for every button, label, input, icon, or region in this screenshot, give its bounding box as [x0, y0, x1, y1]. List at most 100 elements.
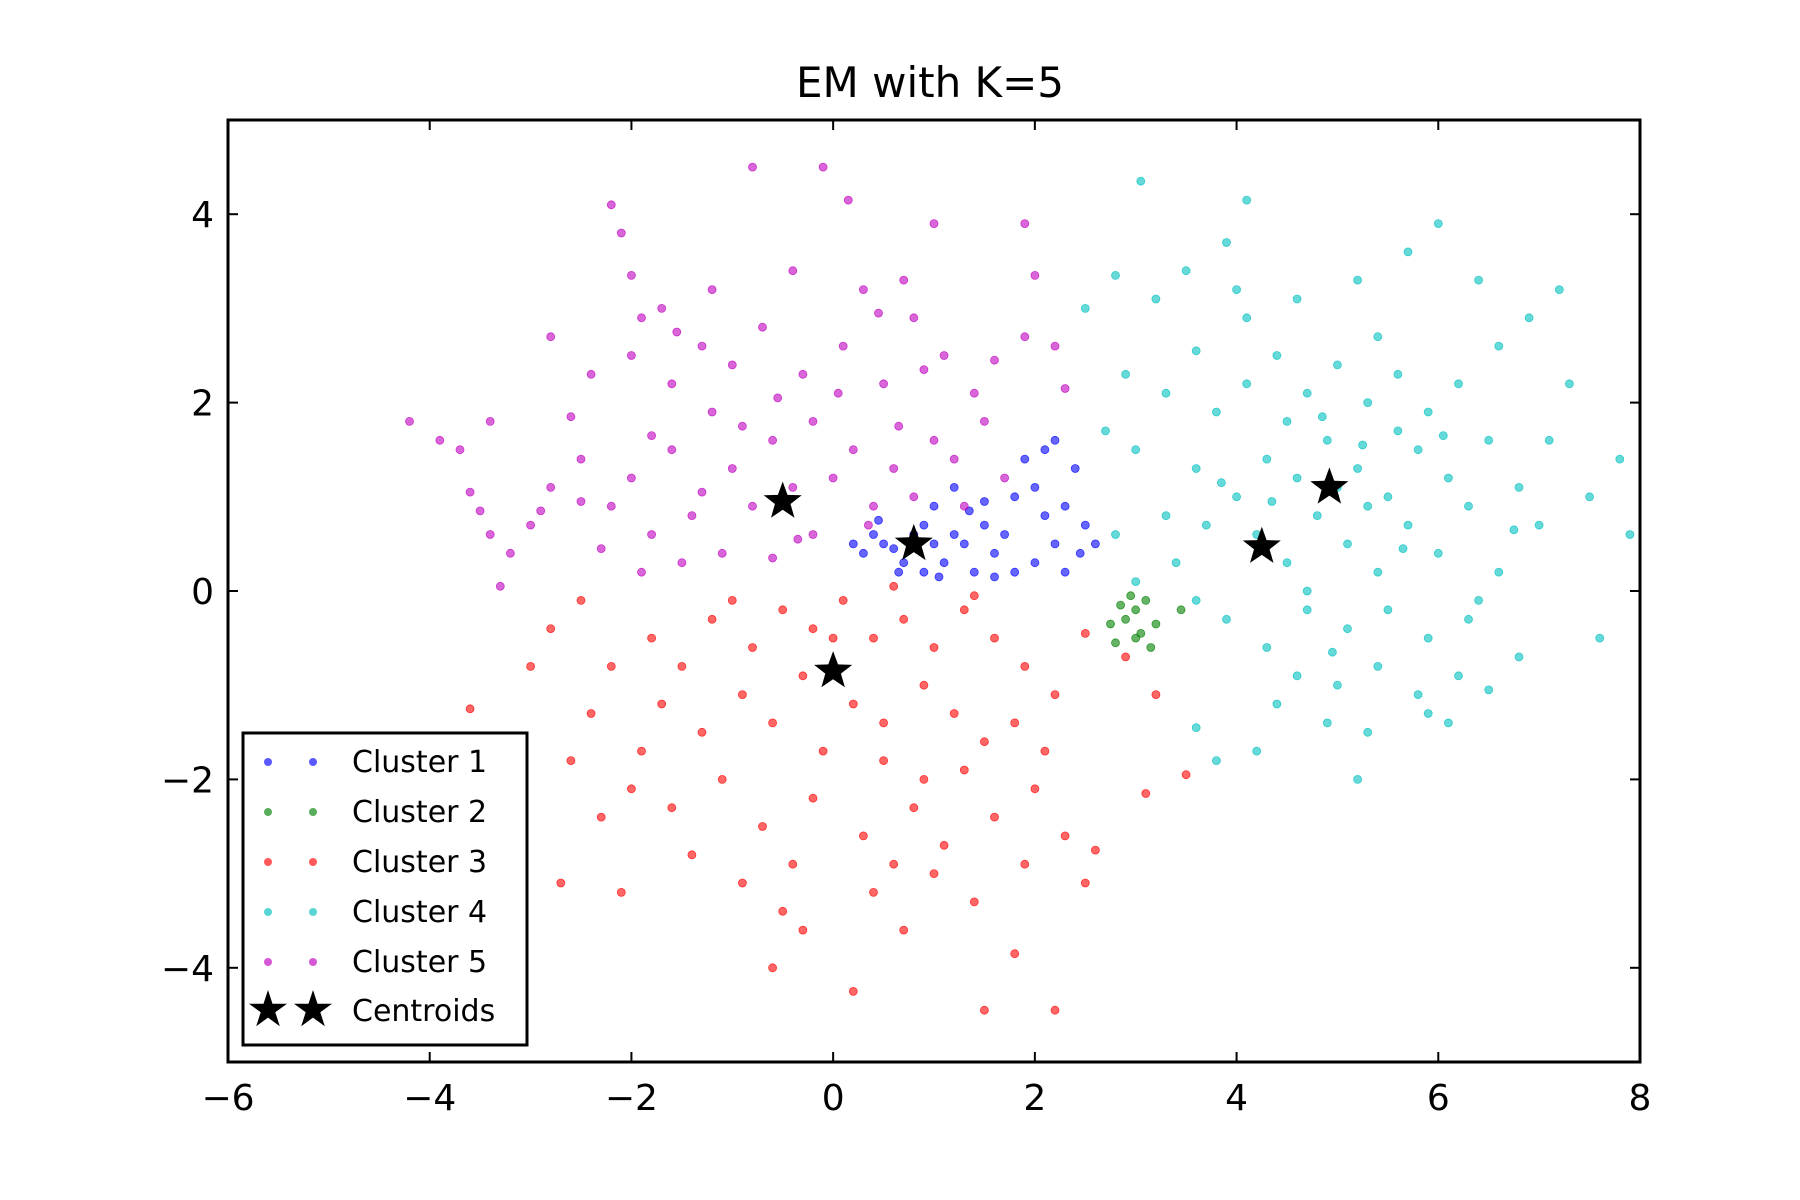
data-point: [874, 515, 883, 525]
data-point: [1121, 652, 1130, 662]
data-point: [1524, 313, 1534, 323]
data-point: [1040, 511, 1050, 520]
data-point: [1050, 539, 1060, 549]
legend-label: Centroids: [352, 994, 495, 1029]
data-point: [889, 581, 899, 591]
data-point: [838, 341, 848, 351]
data-point: [1292, 671, 1302, 681]
data-point: [1146, 643, 1156, 652]
data-point: [1615, 454, 1625, 464]
data-point: [738, 421, 747, 431]
legend-item-cluster-4: Cluster 4: [264, 895, 487, 930]
data-point: [1302, 388, 1312, 398]
x-tick-label: −6: [201, 1078, 254, 1119]
data-point: [1050, 1005, 1060, 1015]
data-point: [1176, 605, 1186, 615]
data-point: [788, 482, 798, 492]
data-point: [1302, 586, 1312, 596]
data-point: [929, 219, 939, 229]
data-point: [990, 572, 999, 582]
data-point: [959, 765, 969, 775]
data-point: [1232, 285, 1241, 295]
data-point: [828, 473, 838, 483]
data-point: [1010, 492, 1020, 502]
data-point: [586, 369, 596, 379]
data-point: [1343, 624, 1352, 634]
centroid-markers: [763, 467, 1349, 688]
data-point: [627, 784, 636, 794]
data-point: [1091, 845, 1100, 855]
data-point: [768, 718, 777, 728]
data-point: [485, 416, 495, 426]
x-tick-label: −2: [605, 1078, 658, 1119]
data-point: [616, 228, 626, 238]
data-point: [1020, 859, 1030, 869]
data-point: [980, 737, 989, 747]
data-point: [1252, 746, 1262, 756]
data-point: [1333, 680, 1342, 690]
data-point: [546, 482, 556, 492]
data-point: [465, 487, 475, 497]
data-point: [889, 859, 899, 869]
data-point: [677, 558, 687, 568]
data-point: [1181, 266, 1191, 276]
data-point: [899, 925, 909, 935]
data-point: [1302, 605, 1312, 615]
data-point: [1151, 619, 1161, 629]
data-point: [1474, 275, 1483, 285]
data-point: [969, 388, 979, 398]
data-point: [1131, 633, 1141, 643]
data-point: [1423, 407, 1433, 417]
data-point: [939, 558, 949, 568]
data-point: [758, 322, 767, 332]
data-point: [697, 487, 707, 497]
data-point: [768, 435, 777, 445]
data-point: [909, 803, 919, 813]
data-point: [949, 530, 959, 539]
data-point: [738, 878, 747, 888]
data-point: [576, 596, 586, 605]
data-point: [1585, 492, 1594, 502]
data-point: [929, 539, 939, 549]
data-point: [475, 506, 485, 516]
data-point: [959, 501, 969, 511]
data-point: [606, 501, 616, 511]
data-point: [1363, 501, 1373, 511]
data-point: [1212, 407, 1221, 417]
data-point: [667, 803, 677, 813]
data-point: [596, 812, 606, 822]
data-point: [1191, 464, 1201, 473]
data-point: [1312, 511, 1322, 520]
data-point: [566, 756, 576, 765]
data-point: [768, 963, 777, 973]
data-point: [1363, 727, 1373, 737]
legend-marker: [309, 858, 317, 866]
data-point: [546, 624, 556, 634]
data-point: [606, 662, 616, 671]
centroid-star-icon: [894, 523, 933, 561]
data-point: [667, 379, 677, 389]
data-point: [616, 888, 626, 897]
data-point: [1514, 482, 1524, 492]
data-point: [838, 596, 848, 605]
data-point: [1050, 341, 1060, 351]
data-point: [1131, 605, 1141, 615]
plot-points: [405, 162, 1635, 1015]
data-point: [899, 275, 909, 285]
data-point: [1075, 548, 1085, 558]
data-point: [1131, 445, 1141, 455]
data-point: [1151, 294, 1161, 304]
data-point: [929, 501, 939, 511]
series-cluster-5: [405, 162, 1070, 591]
data-point: [1373, 332, 1383, 342]
data-point: [1282, 416, 1292, 426]
data-point: [576, 497, 586, 506]
data-point: [1161, 511, 1171, 520]
data-point: [637, 746, 646, 756]
data-point: [778, 605, 788, 615]
legend-marker: [264, 758, 272, 766]
data-point: [627, 351, 636, 360]
data-point: [808, 416, 818, 426]
data-point: [727, 596, 737, 605]
data-point: [435, 435, 445, 445]
